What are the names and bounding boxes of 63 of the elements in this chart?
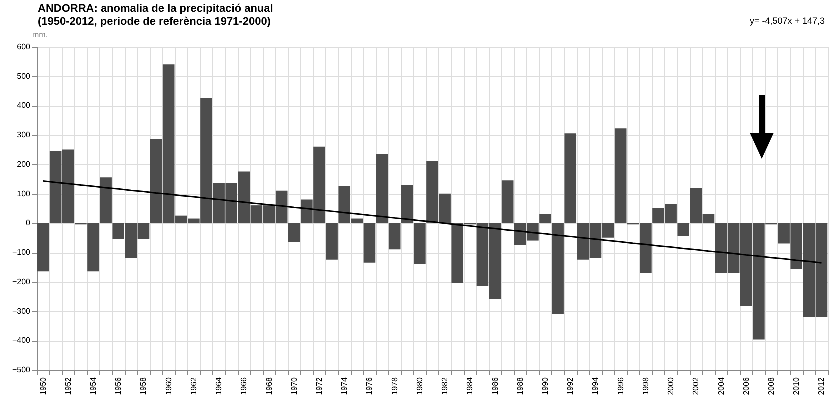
y-tick-label: −300: [12, 306, 32, 316]
x-tick-label: 1980: [415, 376, 424, 396]
x-tick-label: 2006: [742, 376, 751, 396]
bar: [401, 185, 414, 224]
x-tick-label: 1994: [591, 376, 600, 396]
y-tick-label: 400: [17, 101, 32, 110]
bar: [552, 223, 564, 314]
y-tick-label: 0: [26, 218, 32, 228]
x-tick-label: 2008: [767, 376, 776, 396]
bar: [414, 223, 426, 264]
bar: [100, 178, 112, 224]
x-tick-label: 1982: [440, 376, 450, 396]
x-tick-label: 1968: [264, 376, 274, 396]
y-axis-title: mm.: [32, 30, 48, 40]
bar: [614, 128, 627, 224]
x-tick-label: 1954: [89, 376, 98, 396]
x-tick-label: 1956: [114, 376, 124, 396]
y-tick-label: 200: [17, 160, 32, 169]
y-tick-label: −500: [12, 366, 32, 374]
bar: [540, 214, 552, 224]
y-tick-label: 100: [17, 189, 32, 198]
bar: [364, 223, 376, 263]
x-tick-label: 2012: [817, 376, 826, 396]
x-tick-label: 2002: [692, 376, 701, 396]
y-tick-label: 300: [17, 130, 32, 140]
y-tick-label: 600: [17, 42, 32, 52]
bar: [564, 134, 577, 224]
x-tick-label: 2000: [666, 376, 676, 396]
bar: [376, 154, 388, 224]
bar: [502, 180, 514, 224]
x-tick-label: 1984: [466, 376, 475, 396]
x-tick-label: 1992: [566, 376, 576, 396]
x-tick-label: 1964: [214, 376, 224, 396]
x-tick-label: 1974: [340, 376, 350, 396]
bar: [37, 223, 50, 272]
x-tick-label: 1996: [616, 376, 626, 396]
x-tick-label: 1970: [290, 376, 299, 396]
x-tick-label: 1966: [240, 376, 249, 396]
bar: [678, 223, 690, 236]
x-tick-label: 2004: [716, 376, 726, 396]
y-tick-label: −400: [12, 336, 32, 346]
x-tick-label: 1976: [365, 376, 374, 396]
line-series: [42, 180, 822, 264]
x-tick-label: 1962: [189, 376, 198, 396]
x-tick-label: 1978: [390, 376, 400, 396]
y-tick-label: −100: [12, 248, 32, 258]
text: y= -4,507x + 147,3: [750, 16, 825, 26]
x-tick-label: 2010: [792, 376, 802, 396]
bar: [326, 223, 338, 260]
x-tick-label: 1972: [315, 376, 324, 396]
y-tick-label: −200: [12, 277, 32, 286]
x-tick-label: 1960: [164, 376, 174, 396]
x-tick-label: 1958: [139, 376, 148, 396]
x-tick-label: 1988: [516, 376, 525, 396]
chart-title: ANDORRA: anomalia de la precipitació anual (1950-2012, periode de referència 1971-2000): [38, 3, 274, 29]
x-tick-label: 1986: [490, 376, 500, 396]
bar: [288, 223, 300, 242]
x-tick-label: 1952: [64, 376, 73, 396]
y-tick-label: 500: [17, 72, 32, 81]
x-tick-label: 1950: [38, 376, 48, 396]
bar: [388, 223, 401, 250]
x-tick-label: 1990: [541, 376, 550, 396]
x-tick-label: 1998: [641, 376, 650, 396]
